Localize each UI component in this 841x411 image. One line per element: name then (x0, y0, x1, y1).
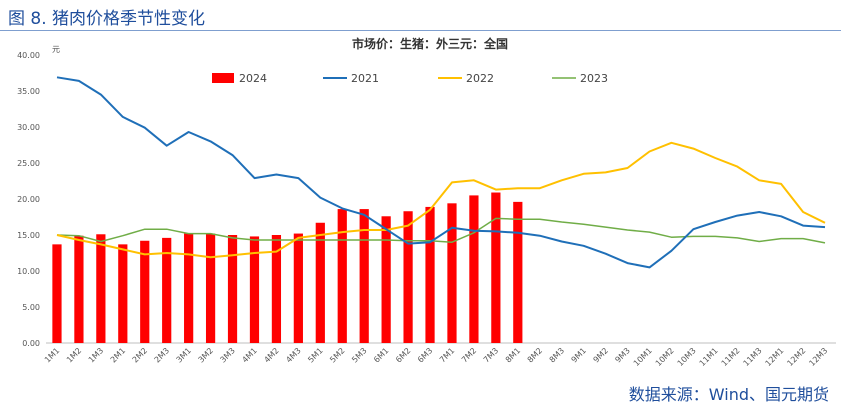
bar-2024 (96, 234, 106, 343)
y-tick-label: 20.00 (17, 195, 40, 204)
bar-2024 (337, 209, 347, 343)
figure-title: 图 8. 猪肉价格季节性变化 (8, 9, 206, 29)
bar-2024 (491, 192, 501, 343)
x-tick-label: 9M1 (570, 346, 588, 364)
title-divider (0, 30, 841, 31)
x-tick-label: 8M1 (504, 346, 522, 364)
bar-2024 (52, 244, 62, 343)
x-tick-label: 2M2 (131, 346, 149, 364)
x-tick-label: 6M2 (394, 346, 412, 364)
legend: 2024 2021 2022 2023 (212, 72, 608, 85)
x-axis: 1M1 1M2 1M3 2M1 2M2 2M3 3M1 3M2 3M3 4M1 4M2 4M3 5M1 5… (43, 346, 830, 368)
bar-2024 (249, 236, 260, 343)
line-2021 (56, 76, 826, 269)
chart-title: 市场价：生猪：外三元：全国 (352, 36, 508, 51)
x-tick-label: 5M1 (306, 346, 324, 364)
legend-label-2021: 2021 (351, 72, 379, 85)
x-tick-label: 12M3 (807, 346, 829, 368)
bar-2024 (205, 233, 216, 343)
bar-2024 (513, 201, 523, 343)
line-series (56, 76, 826, 269)
bar-2024 (118, 244, 128, 343)
x-tick-label: 10M1 (632, 346, 654, 368)
bars-2024 (52, 192, 523, 343)
bar-2024 (140, 240, 150, 343)
y-tick-label: 40.00 (17, 51, 40, 60)
x-tick-label: 10M3 (676, 346, 698, 368)
y-tick-label: 25.00 (17, 159, 40, 168)
bar-2024 (227, 235, 238, 343)
bar-2024 (271, 235, 282, 343)
x-tick-label: 2M3 (153, 346, 171, 364)
x-tick-label: 3M1 (175, 346, 193, 364)
y-tick-label: 30.00 (17, 123, 40, 132)
x-tick-label: 8M3 (548, 346, 566, 364)
bar-2024 (315, 222, 325, 343)
x-tick-label: 8M2 (526, 346, 544, 364)
legend-label-2023: 2023 (580, 72, 608, 85)
line-2022 (56, 141, 826, 259)
y-tick-label: 35.00 (17, 87, 40, 96)
x-tick-label: 5M2 (328, 346, 346, 364)
bar-2024 (403, 211, 413, 343)
bar-2024 (425, 206, 435, 343)
x-tick-label: 1M2 (65, 346, 83, 364)
legend-swatch-2024 (212, 73, 234, 83)
x-tick-label: 6M1 (372, 346, 390, 364)
x-tick-label: 3M2 (197, 346, 215, 364)
x-tick-label: 11M1 (698, 346, 720, 368)
x-tick-label: 4M3 (284, 346, 302, 364)
x-tick-label: 4M1 (240, 346, 258, 364)
x-tick-label: 3M3 (218, 346, 236, 364)
x-tick-label: 11M2 (720, 346, 742, 368)
x-tick-label: 10M2 (654, 346, 676, 368)
legend-label-2022: 2022 (466, 72, 494, 85)
x-tick-label: 5M3 (350, 346, 368, 364)
bar-2024 (469, 195, 479, 343)
x-tick-label: 4M2 (262, 346, 280, 364)
x-tick-label: 2M1 (109, 346, 127, 364)
bar-2024 (293, 233, 303, 343)
x-tick-label: 11M3 (742, 346, 764, 368)
y-tick-label: 0.00 (22, 339, 40, 348)
data-source: 数据来源：Wind、国元期货 (628, 385, 829, 404)
x-tick-label: 6M3 (416, 346, 434, 364)
x-tick-label: 7M3 (482, 346, 500, 364)
line-2023 (56, 217, 826, 244)
x-tick-label: 1M1 (43, 346, 61, 364)
legend-label-2024: 2024 (239, 72, 267, 85)
bar-2024 (162, 237, 172, 343)
x-tick-label: 7M1 (438, 346, 456, 364)
y-tick-label: 15.00 (17, 231, 40, 240)
bar-2024 (359, 209, 369, 343)
y-tick-label: 5.00 (22, 303, 40, 312)
x-tick-label: 12M1 (764, 346, 786, 368)
y-axis-unit: 元 (52, 45, 60, 54)
x-tick-label: 9M3 (613, 346, 631, 364)
bar-2024 (381, 216, 391, 343)
x-tick-label: 12M2 (785, 346, 807, 368)
y-axis: 0.00 5.00 10.00 15.00 20.00 25.00 30.00 35.00 40… (17, 51, 836, 348)
bar-2024 (74, 235, 84, 343)
bar-2024 (447, 203, 457, 343)
price-chart: 市场价：生猪：外三元：全国 元 0.00 5.00 10.00 15.00 20.00 2… (17, 36, 836, 368)
x-tick-label: 9M2 (592, 346, 610, 364)
y-tick-label: 10.00 (17, 267, 40, 276)
x-tick-label: 1M3 (87, 346, 105, 364)
bar-2024 (184, 233, 194, 343)
x-tick-label: 7M2 (460, 346, 478, 364)
